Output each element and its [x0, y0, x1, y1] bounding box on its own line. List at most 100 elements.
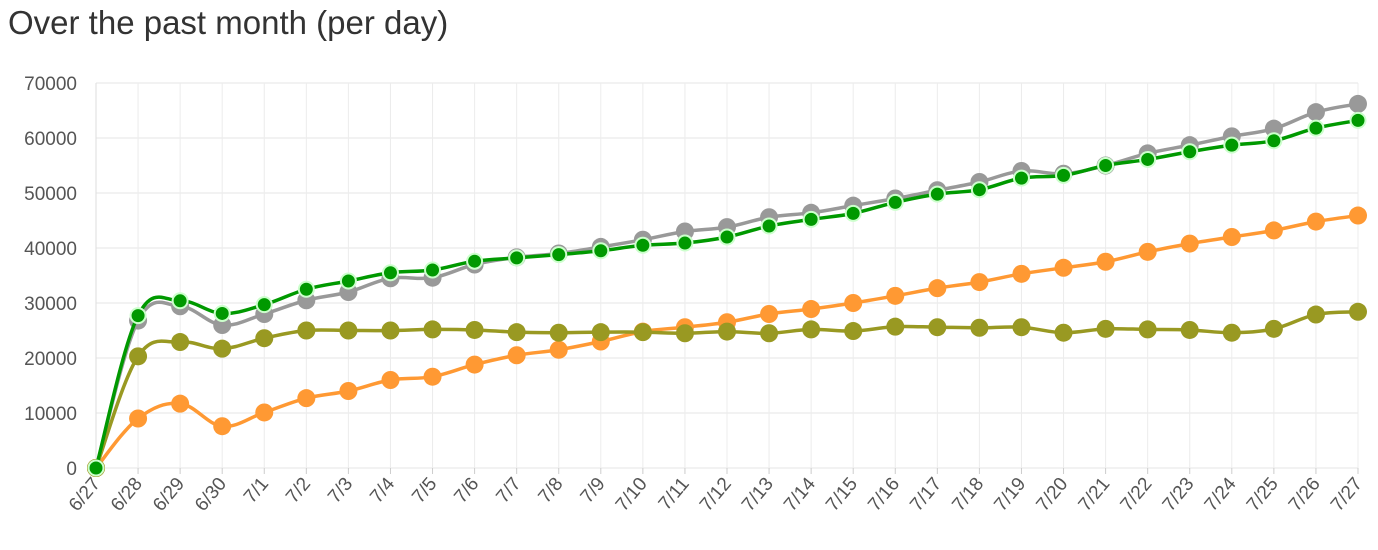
data-point[interactable]: [255, 403, 274, 422]
data-point[interactable]: [886, 317, 905, 336]
data-point[interactable]: [381, 264, 399, 282]
data-point[interactable]: [802, 300, 821, 319]
x-tick-label: 7/27: [1327, 474, 1367, 516]
data-point[interactable]: [381, 371, 400, 389]
data-point[interactable]: [465, 320, 484, 339]
data-point[interactable]: [1307, 119, 1325, 137]
data-point[interactable]: [634, 236, 652, 254]
data-point[interactable]: [1012, 318, 1031, 337]
data-point[interactable]: [423, 320, 442, 339]
data-point[interactable]: [1349, 206, 1367, 225]
data-point[interactable]: [718, 228, 736, 246]
data-point[interactable]: [886, 286, 905, 305]
data-point[interactable]: [213, 339, 232, 358]
data-point[interactable]: [508, 249, 526, 267]
data-point[interactable]: [1264, 119, 1283, 138]
data-point[interactable]: [591, 323, 610, 342]
data-point[interactable]: [339, 382, 358, 400]
x-tick-label: 7/10: [612, 474, 652, 516]
data-point[interactable]: [1138, 242, 1157, 261]
data-point[interactable]: [339, 321, 358, 340]
data-point[interactable]: [1180, 320, 1199, 339]
data-point[interactable]: [171, 394, 190, 413]
data-point[interactable]: [507, 346, 526, 365]
data-point[interactable]: [339, 272, 357, 290]
y-tick-label: 20000: [24, 349, 77, 370]
data-point[interactable]: [1349, 111, 1367, 129]
data-point[interactable]: [886, 193, 904, 211]
x-tick-label: 7/1: [240, 474, 273, 508]
data-point[interactable]: [424, 261, 442, 279]
data-point[interactable]: [1349, 302, 1367, 321]
data-point[interactable]: [802, 320, 821, 339]
data-point[interactable]: [1181, 143, 1199, 161]
data-point[interactable]: [255, 296, 273, 314]
data-point[interactable]: [970, 273, 989, 292]
data-point[interactable]: [676, 234, 694, 252]
data-point[interactable]: [844, 204, 862, 222]
x-tick-label: 7/20: [1033, 474, 1073, 516]
data-point[interactable]: [760, 305, 779, 323]
data-point[interactable]: [129, 307, 147, 325]
data-point[interactable]: [1138, 320, 1157, 339]
data-point[interactable]: [213, 304, 231, 322]
data-point[interactable]: [1264, 319, 1283, 338]
data-point[interactable]: [255, 329, 274, 348]
data-point[interactable]: [592, 242, 610, 260]
data-point[interactable]: [213, 417, 232, 436]
data-point[interactable]: [87, 459, 105, 477]
data-point[interactable]: [718, 322, 736, 341]
data-point[interactable]: [844, 322, 863, 341]
data-point[interactable]: [381, 321, 400, 340]
data-point[interactable]: [297, 389, 316, 408]
data-point[interactable]: [1097, 157, 1115, 174]
x-tick-label: 7/23: [1159, 474, 1199, 516]
data-point[interactable]: [129, 347, 148, 366]
data-point[interactable]: [1012, 264, 1031, 283]
data-point[interactable]: [465, 355, 484, 374]
data-point[interactable]: [970, 318, 989, 337]
data-point[interactable]: [1306, 212, 1325, 231]
data-point[interactable]: [1349, 94, 1367, 113]
x-tick-label: 7/11: [655, 474, 694, 515]
data-point[interactable]: [1096, 252, 1115, 271]
data-point[interactable]: [1180, 234, 1199, 253]
data-point[interactable]: [1265, 132, 1283, 150]
data-point[interactable]: [928, 279, 947, 298]
data-point[interactable]: [1055, 166, 1073, 184]
data-point[interactable]: [760, 217, 778, 235]
data-point[interactable]: [466, 252, 484, 270]
data-point[interactable]: [1012, 169, 1030, 187]
data-point[interactable]: [1306, 305, 1325, 324]
data-point[interactable]: [549, 323, 568, 342]
y-tick-label: 70000: [24, 74, 77, 95]
data-point[interactable]: [1264, 221, 1283, 240]
data-point[interactable]: [633, 323, 652, 342]
series-layer: [87, 94, 1367, 477]
data-point[interactable]: [844, 294, 863, 312]
data-point[interactable]: [1222, 228, 1241, 246]
data-point[interactable]: [760, 324, 779, 343]
data-point[interactable]: [1054, 323, 1073, 342]
data-point[interactable]: [507, 323, 526, 342]
data-point[interactable]: [1222, 323, 1241, 342]
data-point[interactable]: [297, 321, 316, 340]
data-point[interactable]: [171, 333, 190, 352]
data-point[interactable]: [1306, 103, 1325, 122]
data-point[interactable]: [171, 292, 189, 310]
data-point[interactable]: [802, 210, 820, 228]
data-point[interactable]: [297, 280, 315, 298]
data-point[interactable]: [549, 340, 568, 359]
data-point[interactable]: [423, 367, 442, 386]
data-point[interactable]: [1054, 258, 1073, 277]
data-point[interactable]: [129, 409, 148, 428]
data-point[interactable]: [1139, 150, 1157, 168]
data-point[interactable]: [1096, 319, 1115, 338]
data-point[interactable]: [970, 181, 988, 199]
data-point[interactable]: [675, 324, 694, 343]
data-point[interactable]: [928, 318, 947, 337]
data-point[interactable]: [550, 246, 568, 264]
x-tick-label: 7/6: [450, 474, 483, 508]
data-point[interactable]: [1223, 136, 1241, 154]
data-point[interactable]: [928, 185, 946, 203]
